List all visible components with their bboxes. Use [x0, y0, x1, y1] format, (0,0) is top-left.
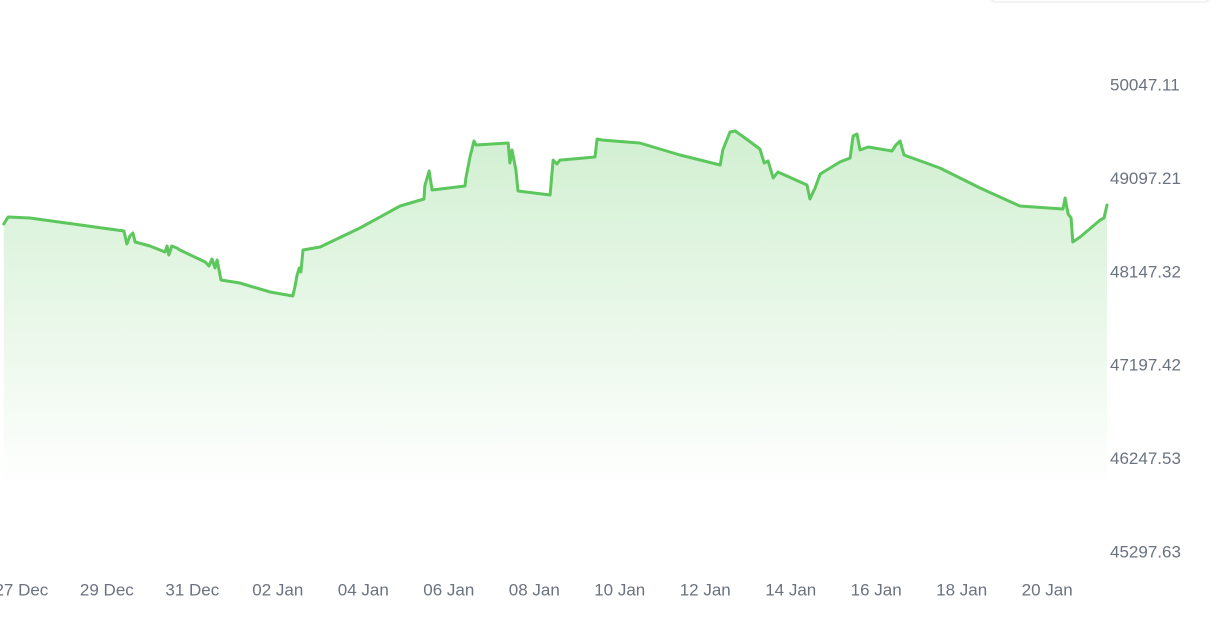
x-tick-label: 08 Jan [509, 580, 560, 599]
x-tick-label: 02 Jan [252, 580, 303, 599]
y-tick-label: 47197.42 [1110, 356, 1181, 375]
x-tick-label: 18 Jan [936, 580, 987, 599]
area-fill [3, 131, 1107, 490]
price-line [2, 129, 1109, 298]
x-tick-label: 16 Jan [851, 580, 902, 599]
y-tick-label: 45297.63 [1110, 542, 1181, 561]
x-tick-label: 04 Jan [338, 580, 389, 599]
toolbar-button[interactable] [990, 0, 1210, 3]
x-tick-label: 20 Jan [1022, 580, 1073, 599]
y-tick-label: 49097.21 [1110, 169, 1181, 188]
x-tick-label: 27 Dec [0, 580, 49, 599]
x-tick-label: 31 Dec [165, 580, 219, 599]
x-tick-label: 06 Jan [423, 580, 474, 599]
y-tick-label: 46247.53 [1110, 449, 1181, 468]
x-tick-label: 12 Jan [680, 580, 731, 599]
x-tick-label: 10 Jan [594, 580, 645, 599]
y-tick-label: 48147.32 [1110, 262, 1181, 281]
y-tick-label: 50047.11 [1110, 75, 1180, 94]
x-tick-label: 14 Jan [765, 580, 816, 599]
x-tick-label: 29 Dec [80, 580, 134, 599]
